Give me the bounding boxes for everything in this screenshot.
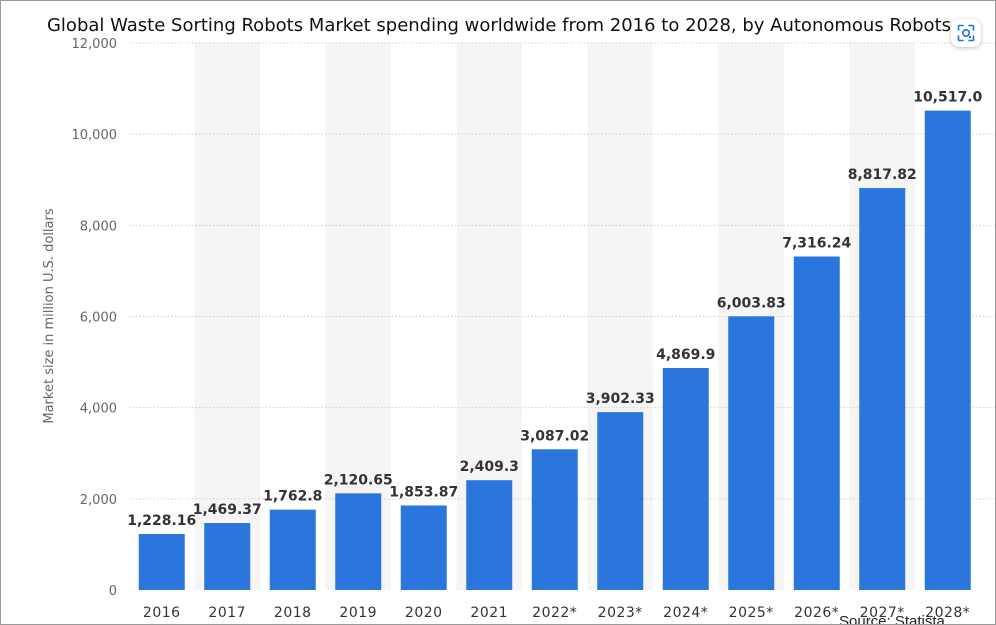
bar[interactable] — [204, 523, 251, 590]
y-tick-label: 12,000 — [72, 37, 118, 52]
chart-title: Global Waste Sorting Robots Market spend… — [46, 15, 952, 36]
x-tick-label: 2026* — [794, 605, 839, 621]
lens-search-button[interactable] — [951, 19, 981, 47]
data-label: 7,316.24 — [782, 236, 851, 252]
data-label: 10,517.0 — [913, 90, 982, 106]
data-label: 1,762.8 — [263, 489, 322, 505]
data-label: 1,228.16 — [127, 513, 196, 529]
y-tick-label: 0 — [109, 584, 117, 599]
y-axis-title: Market size in million U.S. dollars — [42, 208, 57, 423]
x-tick-label: 2027* — [860, 605, 905, 621]
data-label: 1,853.87 — [389, 484, 458, 500]
bar[interactable] — [466, 480, 513, 590]
data-label: 6,003.83 — [717, 295, 786, 311]
bar[interactable] — [728, 316, 775, 590]
data-label: 1,469.37 — [193, 502, 262, 518]
lens-search-icon — [957, 24, 975, 42]
bar[interactable] — [924, 110, 971, 590]
bar[interactable] — [269, 509, 316, 590]
x-tick-label: 2024* — [663, 605, 708, 621]
bar[interactable] — [597, 412, 644, 590]
x-tick-label: 2016 — [143, 605, 181, 621]
y-tick-label: 4,000 — [80, 402, 117, 417]
x-tick-label: 2028* — [925, 605, 970, 621]
source-caption: Source: Statista — [839, 613, 945, 625]
y-tick-label: 8,000 — [80, 219, 117, 234]
y-tick-label: 10,000 — [72, 128, 118, 143]
x-tick-label: 2019 — [339, 605, 377, 621]
data-label: 2,120.65 — [324, 472, 393, 488]
bar[interactable] — [859, 188, 906, 590]
data-label: 2,409.3 — [460, 459, 519, 475]
x-tick-label: 2017 — [208, 605, 246, 621]
data-label: 8,817.82 — [848, 167, 917, 183]
bar[interactable] — [531, 449, 578, 590]
x-tick-label: 2021 — [470, 605, 508, 621]
data-label: 3,902.33 — [586, 391, 655, 407]
x-tick-label: 2022* — [532, 605, 577, 621]
x-tick-label: 2023* — [598, 605, 643, 621]
y-tick-label: 2,000 — [80, 493, 117, 508]
bar[interactable] — [335, 493, 382, 590]
x-tick-label: 2018 — [274, 605, 312, 621]
bar[interactable] — [138, 534, 185, 590]
x-tick-label: 2020 — [405, 605, 443, 621]
y-tick-label: 6,000 — [80, 311, 117, 326]
x-tick-label: 2025* — [729, 605, 774, 621]
data-label: 3,087.02 — [520, 428, 589, 444]
bar[interactable] — [662, 368, 709, 590]
bar[interactable] — [400, 505, 447, 590]
data-label: 4,869.9 — [656, 347, 715, 363]
bar[interactable] — [793, 256, 840, 590]
